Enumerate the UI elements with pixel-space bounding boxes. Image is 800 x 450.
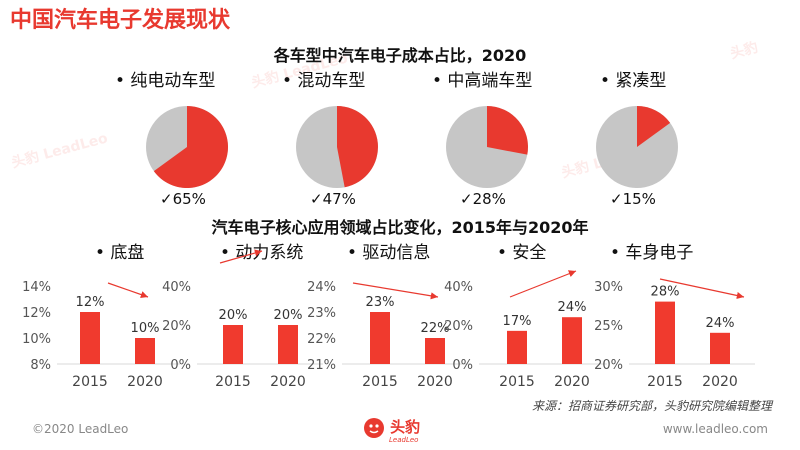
copyright: ©2020 LeadLeo bbox=[32, 422, 129, 436]
trend-arrow bbox=[107, 282, 149, 299]
bar-value-label: 17% bbox=[503, 314, 532, 329]
x-tick-label: 2020 bbox=[554, 374, 590, 390]
pie-percentage: ✓47% bbox=[310, 190, 356, 208]
bar-value-label: 12% bbox=[76, 295, 105, 310]
bar bbox=[562, 317, 582, 364]
pie-slice bbox=[153, 106, 228, 188]
y-tick-label: 21% bbox=[307, 358, 336, 373]
y-tick-label: 20% bbox=[444, 319, 473, 334]
y-tick-label: 23% bbox=[307, 306, 336, 321]
bar-value-label: 24% bbox=[706, 316, 735, 331]
pie-slice bbox=[487, 106, 528, 155]
bar bbox=[370, 312, 390, 364]
source-note: 来源：招商证券研究部，头豹研究院编辑整理 bbox=[531, 399, 772, 413]
pie-percentage: ✓28% bbox=[460, 190, 506, 208]
leadleo-logo: 头豹 LeadLeo bbox=[363, 416, 420, 444]
x-tick-label: 2015 bbox=[362, 374, 398, 390]
pie-slice bbox=[637, 106, 671, 147]
logo-text: 头豹 bbox=[390, 418, 421, 436]
bar-value-label: 22% bbox=[421, 321, 450, 336]
trend-arrow bbox=[219, 249, 263, 264]
y-tick-label: 14% bbox=[22, 280, 51, 295]
bar-value-label: 20% bbox=[274, 308, 303, 323]
pie-title: • 纯电动车型 bbox=[115, 71, 215, 91]
x-tick-label: 2020 bbox=[702, 374, 738, 390]
bar bbox=[135, 338, 155, 364]
x-tick-label: 2015 bbox=[499, 374, 535, 390]
pie-percentage: ✓65% bbox=[160, 190, 206, 208]
y-tick-label: 22% bbox=[307, 332, 336, 347]
logo-sub: LeadLeo bbox=[389, 435, 419, 444]
pie-slice bbox=[337, 106, 378, 188]
y-tick-label: 25% bbox=[594, 319, 623, 334]
pie-title: • 中高端车型 bbox=[432, 71, 532, 91]
bar bbox=[655, 301, 675, 364]
y-tick-label: 12% bbox=[22, 306, 51, 321]
section2-title: 汽车电子核心应用领域占比变化，2015年与2020年 bbox=[211, 218, 589, 237]
x-tick-label: 2015 bbox=[215, 374, 251, 390]
x-tick-label: 2020 bbox=[270, 374, 306, 390]
pie-percentage: ✓15% bbox=[610, 190, 656, 208]
bar bbox=[425, 338, 445, 364]
bar-value-label: 28% bbox=[651, 285, 680, 300]
bar bbox=[278, 325, 298, 364]
bar-value-label: 10% bbox=[131, 321, 160, 336]
bar-chart-title: • 安全 bbox=[497, 243, 546, 263]
bar bbox=[80, 312, 100, 364]
x-tick-label: 2015 bbox=[647, 374, 683, 390]
bar-value-label: 20% bbox=[219, 308, 248, 323]
x-tick-label: 2020 bbox=[127, 374, 163, 390]
y-tick-label: 24% bbox=[307, 280, 336, 295]
bar-value-label: 24% bbox=[558, 300, 587, 315]
bar-chart-title: • 驱动信息 bbox=[347, 243, 430, 263]
bar-value-label: 23% bbox=[366, 295, 395, 310]
bar-chart-title: • 车身电子 bbox=[610, 243, 693, 263]
y-tick-label: 8% bbox=[30, 358, 51, 373]
y-tick-label: 40% bbox=[444, 280, 473, 295]
y-tick-label: 20% bbox=[162, 319, 191, 334]
bar bbox=[223, 325, 243, 364]
y-tick-label: 40% bbox=[162, 280, 191, 295]
y-tick-label: 20% bbox=[594, 358, 623, 373]
y-tick-label: 10% bbox=[22, 332, 51, 347]
section1-title: 各车型中汽车电子成本占比，2020 bbox=[273, 46, 527, 65]
website: www.leadleo.com bbox=[662, 422, 768, 436]
x-tick-label: 2020 bbox=[417, 374, 453, 390]
bar bbox=[507, 330, 527, 364]
trend-arrow bbox=[352, 282, 439, 300]
leopard-logo-icon bbox=[364, 417, 384, 438]
pie-title: • 混动车型 bbox=[282, 71, 365, 91]
y-tick-label: 0% bbox=[170, 358, 191, 373]
y-tick-label: 30% bbox=[594, 280, 623, 295]
pie-title: • 紧凑型 bbox=[600, 71, 666, 91]
x-tick-label: 2015 bbox=[72, 374, 108, 390]
trend-arrow bbox=[659, 278, 745, 300]
trend-arrow bbox=[509, 270, 577, 298]
bar-chart-title: • 底盘 bbox=[95, 243, 144, 263]
page-title: 中国汽车电子发展现状 bbox=[10, 8, 231, 33]
y-tick-label: 0% bbox=[452, 358, 473, 373]
bar bbox=[710, 332, 730, 364]
